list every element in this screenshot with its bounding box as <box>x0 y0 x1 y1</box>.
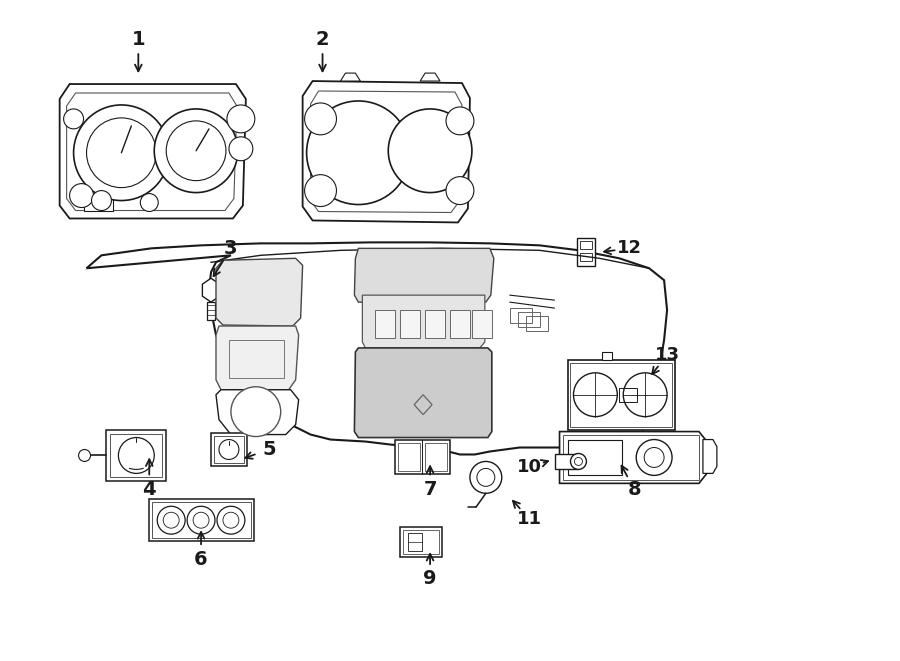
Circle shape <box>446 107 474 135</box>
Bar <box>229 340 284 378</box>
Polygon shape <box>216 326 299 390</box>
Circle shape <box>154 109 238 192</box>
Polygon shape <box>363 295 485 348</box>
Bar <box>568 440 622 475</box>
Bar <box>518 312 540 327</box>
Polygon shape <box>302 81 470 223</box>
Circle shape <box>307 101 410 204</box>
Bar <box>409 533 422 551</box>
Polygon shape <box>202 278 220 302</box>
Bar <box>580 241 592 249</box>
Text: 6: 6 <box>194 549 208 568</box>
Bar <box>450 310 470 338</box>
Polygon shape <box>216 390 299 434</box>
Bar <box>425 442 447 471</box>
Text: 9: 9 <box>423 570 436 588</box>
Polygon shape <box>86 243 667 455</box>
Polygon shape <box>355 249 494 302</box>
Polygon shape <box>59 84 246 219</box>
Bar <box>400 310 420 338</box>
Bar <box>395 440 450 475</box>
Bar <box>106 430 166 481</box>
Circle shape <box>158 506 185 534</box>
Bar <box>398 442 420 471</box>
Bar <box>375 310 395 338</box>
Circle shape <box>119 438 154 473</box>
Circle shape <box>229 137 253 161</box>
Polygon shape <box>420 73 440 81</box>
Circle shape <box>217 506 245 534</box>
Text: 10: 10 <box>518 459 542 477</box>
Text: 11: 11 <box>518 510 542 528</box>
Bar <box>578 239 596 266</box>
Circle shape <box>304 175 337 206</box>
Text: 8: 8 <box>627 480 641 499</box>
Text: 2: 2 <box>316 30 329 49</box>
Bar <box>425 310 445 338</box>
Polygon shape <box>703 440 717 473</box>
Bar <box>84 190 113 210</box>
Circle shape <box>573 373 617 416</box>
Circle shape <box>187 506 215 534</box>
Circle shape <box>624 373 667 416</box>
Text: 3: 3 <box>224 239 238 258</box>
Bar <box>619 388 637 402</box>
Text: 5: 5 <box>262 440 275 459</box>
Circle shape <box>388 109 472 192</box>
Polygon shape <box>355 348 491 438</box>
Bar <box>562 434 699 481</box>
Polygon shape <box>568 360 675 430</box>
Circle shape <box>74 105 169 200</box>
Bar <box>152 502 251 538</box>
Circle shape <box>140 194 158 212</box>
Circle shape <box>219 440 238 459</box>
Text: 1: 1 <box>131 30 145 49</box>
Circle shape <box>227 105 255 133</box>
Bar <box>111 434 162 477</box>
Bar <box>472 310 491 338</box>
Bar <box>207 302 215 320</box>
Polygon shape <box>560 432 706 483</box>
Bar <box>580 253 592 261</box>
Circle shape <box>69 184 94 208</box>
Circle shape <box>78 449 91 461</box>
Bar <box>211 432 247 467</box>
Circle shape <box>636 440 672 475</box>
Polygon shape <box>340 73 360 81</box>
Circle shape <box>304 103 337 135</box>
Bar <box>571 363 672 426</box>
Text: 12: 12 <box>616 239 642 257</box>
Bar <box>403 530 439 554</box>
Circle shape <box>64 109 84 129</box>
Bar <box>149 499 254 541</box>
Circle shape <box>92 190 112 210</box>
Bar <box>526 316 547 331</box>
Circle shape <box>231 387 281 436</box>
Circle shape <box>446 176 474 204</box>
Text: 13: 13 <box>654 346 680 364</box>
Polygon shape <box>602 352 612 360</box>
Text: 7: 7 <box>423 480 436 499</box>
Bar <box>214 436 244 463</box>
Bar <box>509 308 532 323</box>
Circle shape <box>571 453 587 469</box>
Bar <box>400 527 442 557</box>
Bar <box>554 455 579 469</box>
Polygon shape <box>216 258 302 326</box>
Text: 4: 4 <box>142 480 156 499</box>
Circle shape <box>470 461 502 493</box>
